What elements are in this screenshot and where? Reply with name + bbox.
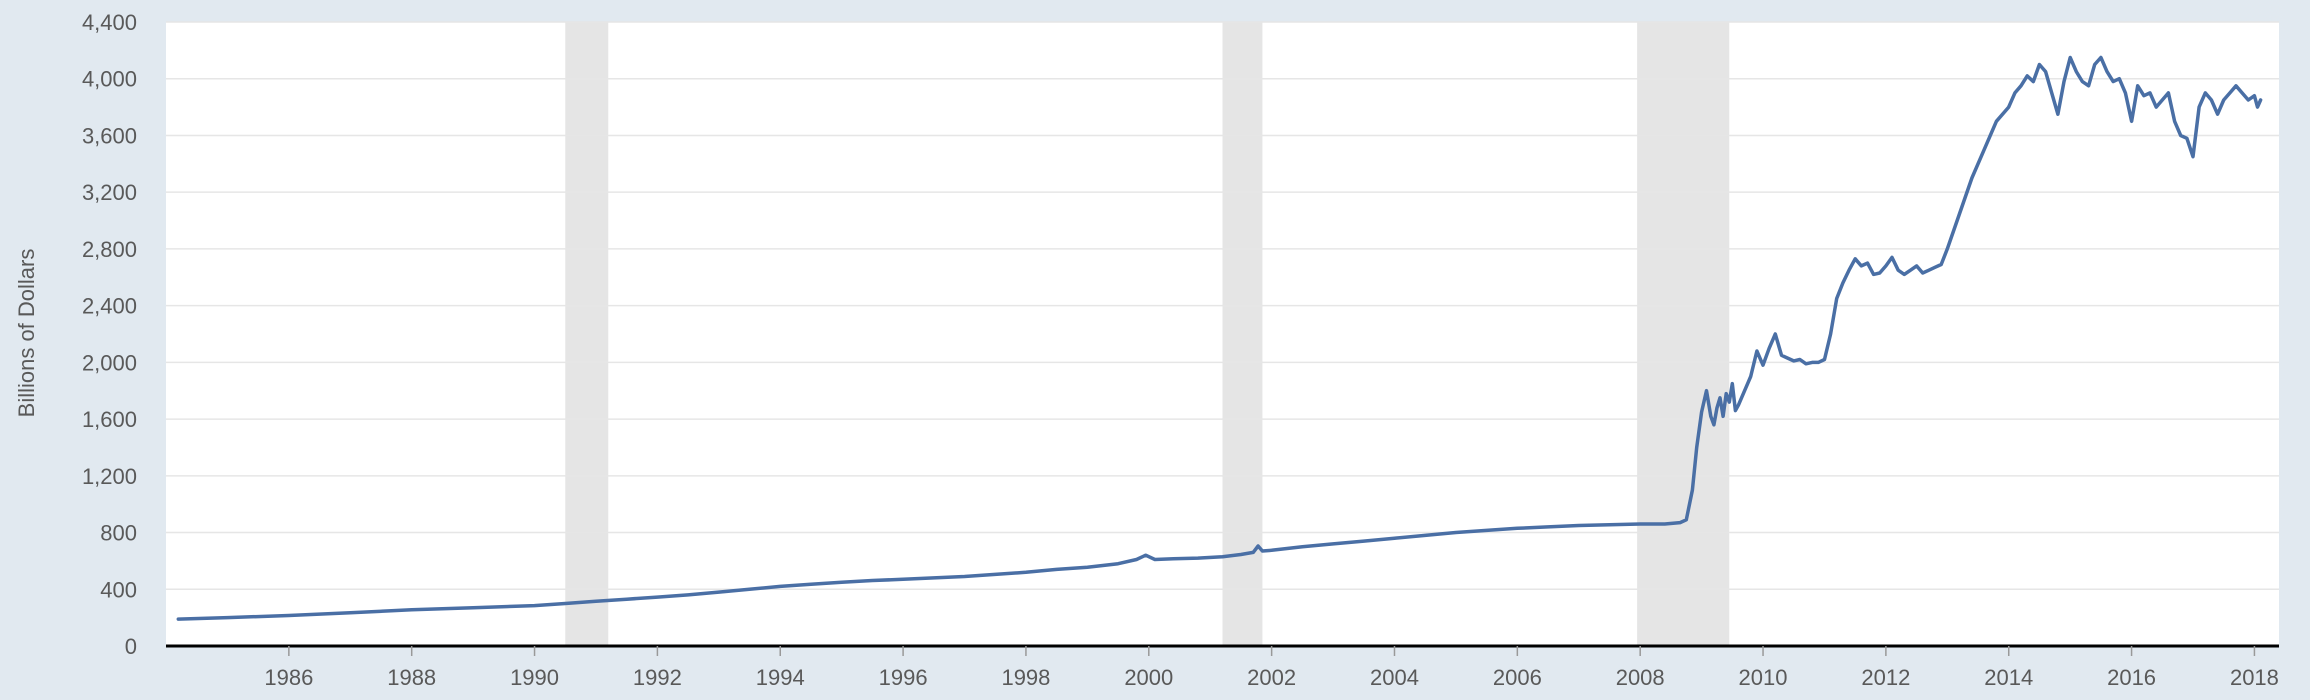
recession-band (1222, 22, 1263, 646)
recession-band (565, 22, 609, 646)
y-tick-label: 400 (100, 577, 137, 602)
x-tick-label: 2002 (1247, 665, 1296, 690)
x-tick-label: 1998 (1001, 665, 1050, 690)
x-tick-label: 2006 (1493, 665, 1542, 690)
y-axis-ticks: 0 400 800 1,200 1,600 2,000 2,400 2,800 3,200 3,6… (82, 10, 137, 659)
x-tick-label: 2008 (1616, 665, 1665, 690)
x-tick-label: 1992 (633, 665, 682, 690)
x-tick-label: 2004 (1370, 665, 1419, 690)
y-tick-label: 2,400 (82, 294, 137, 319)
x-axis-ticks: 1986 1988 1990 1992 1994 1996 1998 2000 2002 2004… (264, 646, 2279, 690)
y-tick-label: 1,200 (82, 464, 137, 489)
y-tick-label: 1,600 (82, 407, 137, 432)
recession-bands (565, 22, 1730, 646)
series-line-group (176, 55, 2263, 621)
y-tick-label: 800 (100, 521, 137, 546)
y-tick-label: 4,400 (82, 10, 137, 35)
y-tick-label: 0 (125, 634, 137, 659)
x-tick-label: 1996 (879, 665, 928, 690)
gridlines (166, 21, 2279, 591)
y-axis-title: Billions of Dollars (14, 249, 39, 418)
y-tick-label: 3,200 (82, 180, 137, 205)
x-tick-label: 2000 (1124, 665, 1173, 690)
x-tick-label: 1986 (264, 665, 313, 690)
x-tick-label: 1988 (387, 665, 436, 690)
recession-band (1637, 22, 1730, 646)
x-tick-label: 2010 (1739, 665, 1788, 690)
x-tick-label: 2012 (1861, 665, 1910, 690)
x-tick-label: 1990 (510, 665, 559, 690)
x-tick-label: 2014 (1984, 665, 2033, 690)
series-line (176, 55, 2263, 621)
y-tick-label: 2,800 (82, 237, 137, 262)
x-tick-label: 2016 (2107, 665, 2156, 690)
y-tick-label: 3,600 (82, 123, 137, 148)
y-tick-label: 2,000 (82, 350, 137, 375)
x-tick-label: 1994 (756, 665, 805, 690)
x-tick-label: 2018 (2230, 665, 2279, 690)
y-tick-label: 4,000 (82, 67, 137, 92)
